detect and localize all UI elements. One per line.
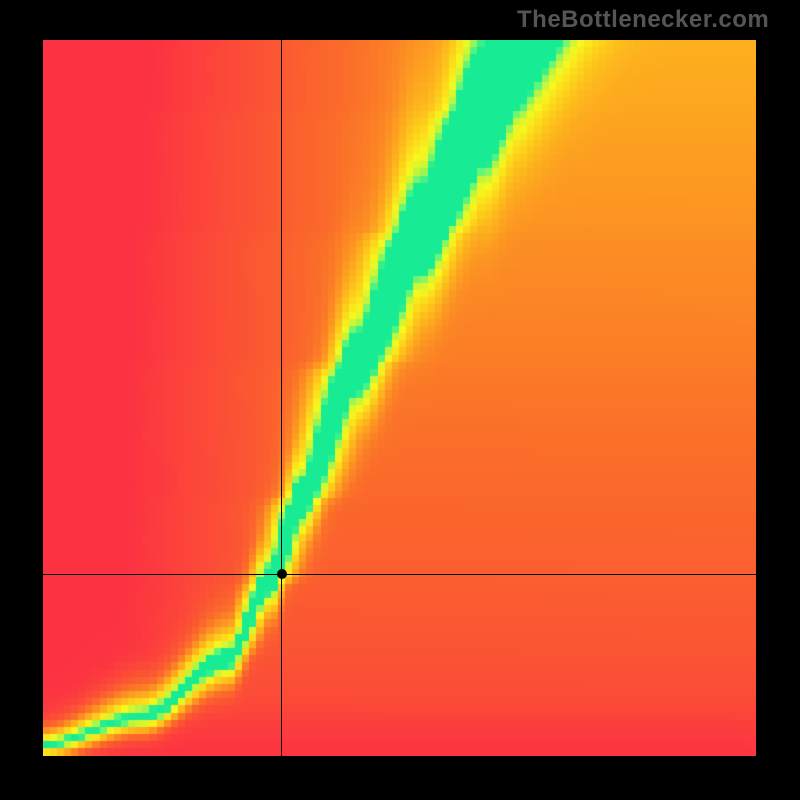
crosshair-marker-dot [277,569,287,579]
heatmap-plot [43,40,756,756]
watermark-text: TheBottlenecker.com [517,6,769,34]
crosshair-vertical [281,40,282,756]
crosshair-horizontal [43,574,756,575]
